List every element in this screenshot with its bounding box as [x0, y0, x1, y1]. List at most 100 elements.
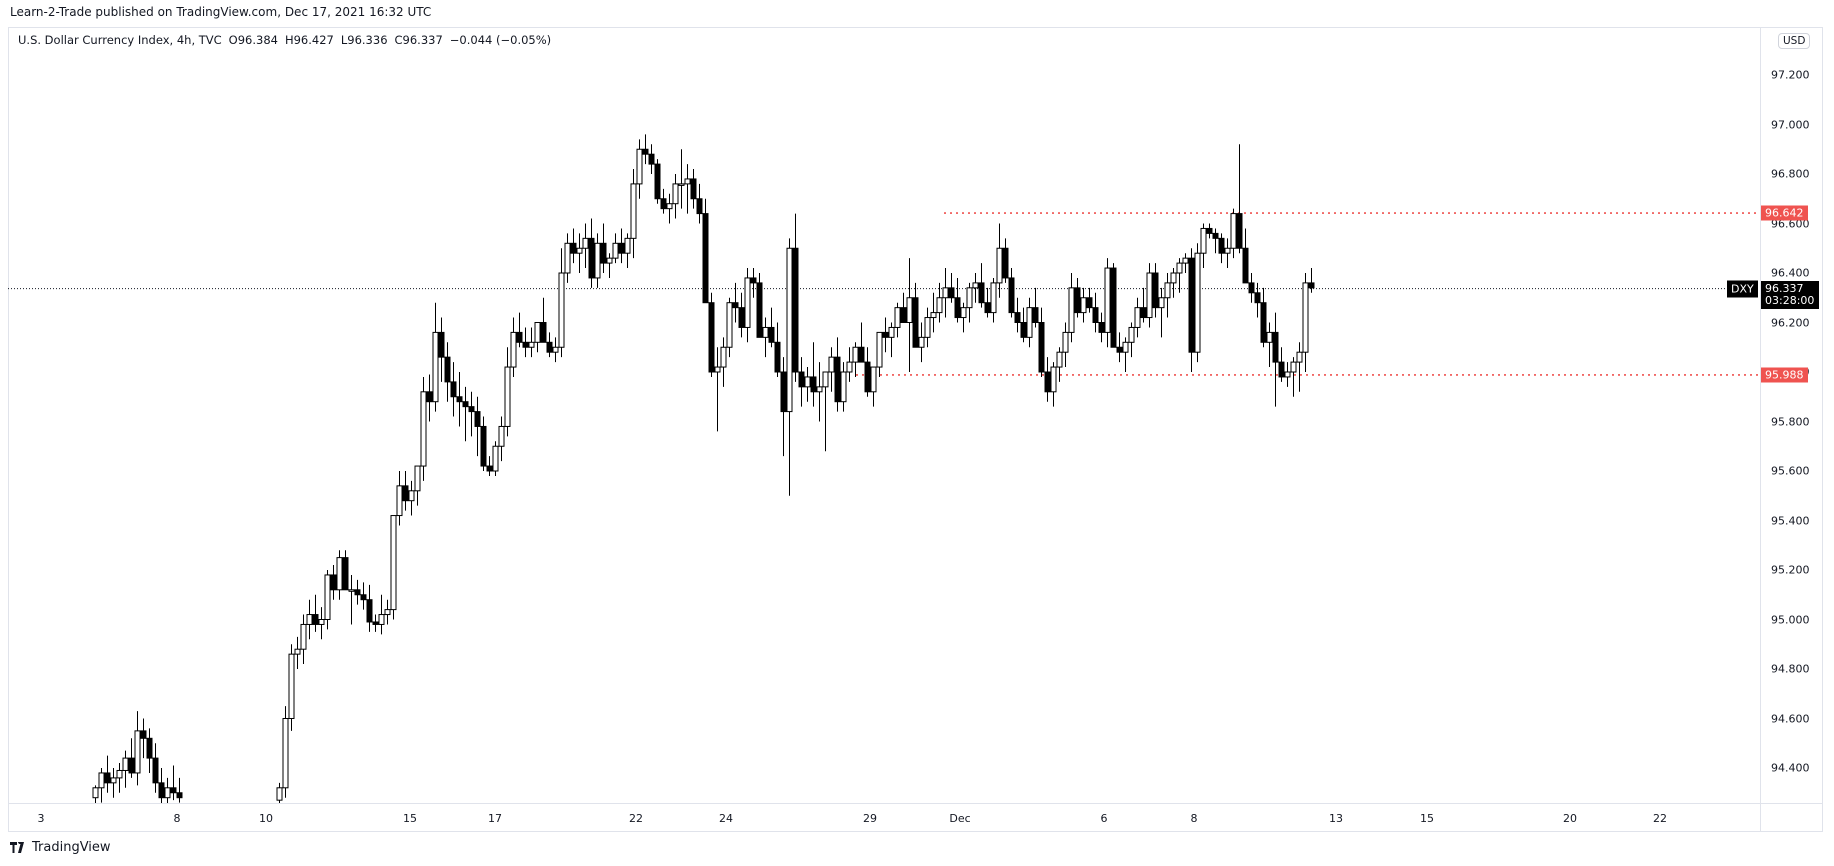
candle-up	[528, 341, 535, 348]
candle-up	[918, 336, 925, 348]
candle-up	[164, 787, 171, 799]
candle-up	[942, 287, 949, 299]
time-tick: 22	[629, 812, 643, 825]
candle-down	[738, 307, 745, 328]
time-tick: 24	[719, 812, 733, 825]
candle-up	[972, 282, 979, 289]
candle-down	[1014, 312, 1021, 324]
candle-up	[390, 515, 397, 611]
candle-up	[396, 485, 403, 517]
candle-down	[618, 242, 625, 254]
candle-down	[1044, 371, 1051, 393]
candle-up	[92, 787, 99, 799]
candle-up	[894, 307, 901, 328]
candle-up	[624, 237, 631, 254]
time-tick: 15	[1420, 812, 1434, 825]
time-tick: 6	[1100, 812, 1108, 825]
candle-up	[990, 282, 997, 314]
time-tick: 22	[1653, 812, 1667, 825]
candle-up	[594, 242, 601, 279]
candle-up	[684, 178, 691, 185]
candle-up	[1146, 272, 1153, 319]
candle-down	[176, 792, 183, 799]
candle-down	[158, 782, 165, 799]
candle-down	[1110, 267, 1117, 348]
candle-up	[300, 623, 307, 650]
candle-up	[294, 648, 301, 655]
price-tick: 96.200	[1771, 316, 1810, 329]
price-tick: 96.400	[1771, 266, 1810, 280]
price-tick: 96.800	[1771, 167, 1810, 181]
resistance-price-label: 96.642	[1761, 205, 1808, 221]
symbol-legend: U.S. Dollar Currency Index, 4h, TVC O96.3…	[18, 33, 558, 47]
candle-up	[420, 391, 427, 467]
candle-up	[534, 322, 541, 343]
candle-up	[1134, 307, 1141, 328]
candle-up	[1068, 287, 1075, 333]
price-tick: 95.600	[1771, 464, 1810, 478]
tradingview-logo[interactable]: TradingView	[10, 840, 111, 855]
candle-down	[750, 277, 757, 284]
candle-down	[1002, 247, 1009, 279]
candle-up	[726, 302, 733, 348]
candle-down	[474, 411, 481, 427]
time-axis[interactable]	[8, 803, 1760, 832]
candle-up	[1200, 227, 1207, 254]
candle-down	[480, 425, 487, 467]
candle-up	[1158, 297, 1165, 309]
price-chart-plot[interactable]	[8, 27, 1760, 803]
candle-up	[678, 183, 685, 186]
candle-up	[492, 445, 499, 472]
candle-up	[1224, 247, 1231, 254]
candle-up	[720, 346, 727, 368]
price-axis[interactable]	[1760, 27, 1823, 803]
candle-up	[630, 183, 637, 239]
price-tick: 94.400	[1771, 761, 1810, 775]
candle-down	[468, 406, 475, 413]
current-price-label: 96.337 03:28:00	[1761, 280, 1819, 309]
candle-up	[1056, 351, 1063, 368]
candle-down	[522, 341, 529, 348]
candle-up	[762, 326, 769, 338]
candle-up	[714, 366, 721, 373]
candle-down	[780, 371, 787, 413]
candle-down	[600, 242, 607, 264]
candle-down	[708, 302, 715, 373]
time-tick: 8	[1190, 812, 1198, 825]
candle-up	[1230, 213, 1237, 249]
candle-down	[1020, 322, 1027, 338]
candle-down	[366, 599, 373, 623]
candle-down	[792, 247, 799, 373]
time-tick: 29	[863, 812, 877, 825]
candle-up	[924, 317, 931, 338]
candle-up	[822, 371, 829, 388]
candle-down	[1212, 232, 1219, 239]
candle-down	[642, 148, 649, 155]
candle-up	[804, 376, 811, 388]
currency-button[interactable]: USD	[1778, 33, 1811, 49]
candle-up	[852, 346, 859, 363]
candle-down	[1278, 361, 1285, 378]
publish-line: Learn-2-Trade published on TradingView.c…	[10, 5, 432, 19]
candle-up	[1062, 331, 1069, 353]
candle-down	[1086, 297, 1093, 309]
candle-up	[318, 619, 325, 625]
candle-down	[648, 153, 655, 165]
candle-up	[1176, 262, 1183, 274]
candle-up	[384, 609, 391, 616]
time-tick: 13	[1329, 812, 1343, 825]
candle-down	[516, 331, 523, 343]
candle-down	[450, 381, 457, 398]
candle-down	[912, 297, 919, 348]
candle-up	[504, 366, 511, 427]
candle-down	[540, 322, 547, 343]
candle-up	[1050, 366, 1057, 393]
candle-down	[696, 198, 703, 215]
candle-up	[348, 589, 355, 592]
symbol-title: U.S. Dollar Currency Index, 4h, TVC	[18, 33, 222, 47]
price-tick: 95.200	[1771, 563, 1810, 577]
symbol-badge: DXY	[1727, 280, 1758, 298]
candle-up	[636, 148, 643, 185]
ohlc-close: C96.337	[394, 33, 443, 47]
support-price-label: 95.988	[1761, 367, 1808, 383]
